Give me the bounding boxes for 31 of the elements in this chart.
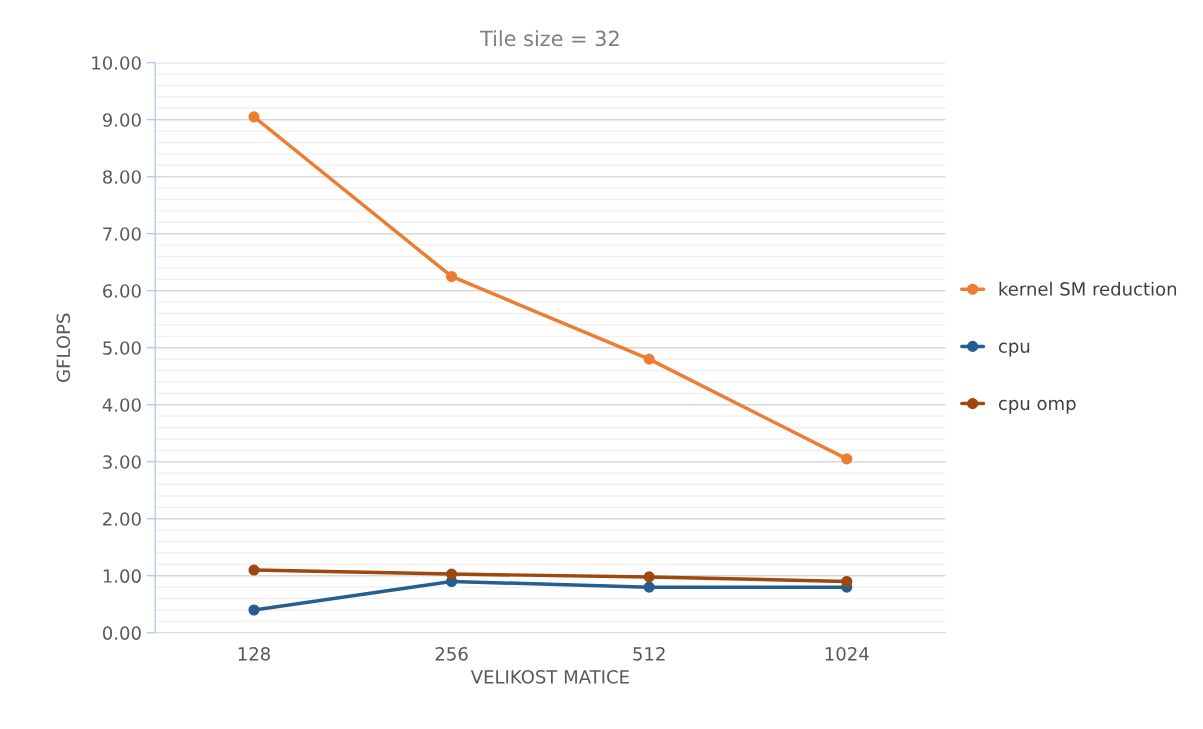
y-tick-label: 0.00 (102, 626, 141, 640)
point (841, 575, 853, 588)
y-tick-label: 9.00 (102, 113, 141, 127)
point (248, 604, 260, 616)
y-axis-title: GFLOPS (56, 313, 71, 382)
x-tick-label: 512 (633, 646, 665, 661)
y-tick-label: 4.00 (102, 398, 141, 412)
point (446, 568, 458, 580)
legend-label: kernel SM reduction (999, 281, 1177, 296)
point (643, 353, 655, 365)
x-tick-label: 1024 (825, 646, 869, 661)
y-tick-label: 10.00 (92, 56, 141, 70)
y-tick-label: 3.00 (103, 455, 141, 469)
legend-label: cpu omp (998, 399, 1076, 414)
y-tick-label: 8.00 (103, 170, 141, 184)
point (643, 581, 655, 593)
y-tick-label: 5.00 (103, 341, 141, 355)
y-tick-label: 2.00 (103, 512, 141, 526)
x-axis-title: VELIKOST MATICE (470, 670, 629, 684)
y-tick-label: 1.00 (103, 569, 141, 583)
point (643, 571, 655, 583)
legend-label: cpu (998, 342, 1030, 357)
x-tick-label: 256 (435, 646, 468, 661)
y-tick-label: 6.00 (103, 284, 141, 298)
point (446, 270, 458, 283)
x-tick-label: 128 (238, 646, 270, 661)
chart-title: Tile size = 32 (479, 30, 619, 47)
point (841, 453, 853, 465)
y-tick-label: 7.00 (103, 227, 141, 241)
point (248, 111, 260, 123)
point (248, 564, 260, 576)
